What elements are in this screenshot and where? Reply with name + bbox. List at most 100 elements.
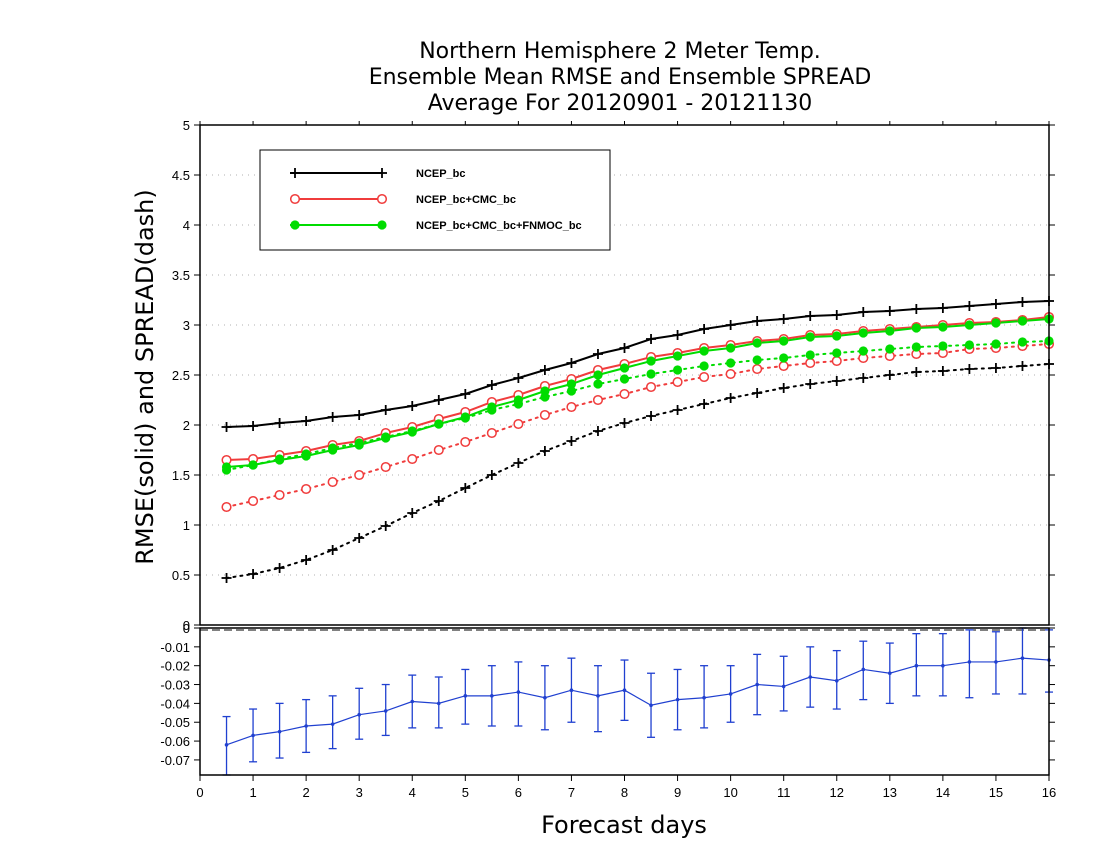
spread-point: [752, 388, 763, 398]
rmse-point: [433, 395, 444, 405]
spread-point: [885, 344, 895, 354]
spread-point: [513, 458, 524, 468]
difference-point: [436, 701, 441, 706]
y-tick-label: 1: [183, 518, 190, 533]
spread-point: [699, 371, 710, 383]
rmse-point: [274, 418, 285, 428]
rmse-point: [407, 427, 417, 437]
spread-point: [778, 360, 789, 372]
x-tick-label: 4: [409, 785, 416, 800]
spread-point: [778, 383, 789, 393]
spread-point: [592, 394, 604, 406]
legend-marker: [290, 168, 300, 178]
rmse-point: [592, 349, 603, 359]
spread-point: [752, 363, 763, 375]
rmse-point: [726, 343, 736, 353]
spread-point: [433, 496, 444, 506]
spread-point: [858, 373, 869, 383]
spread-point: [593, 379, 603, 389]
rmse-point: [354, 440, 364, 450]
y-tick-label: -0.07: [160, 753, 190, 768]
y-tick-label: 4: [183, 218, 190, 233]
spread-point: [619, 374, 630, 384]
y-tick-label: 0: [183, 618, 190, 633]
x-tick-label: 6: [515, 785, 522, 800]
difference-point: [781, 684, 786, 689]
rmse-point: [911, 304, 922, 314]
rmse-point: [858, 328, 868, 338]
spread-point: [646, 369, 656, 379]
spread-point: [938, 341, 948, 351]
legend-marker: [377, 220, 387, 230]
rmse-point: [248, 460, 258, 470]
rmse-point: [274, 455, 285, 465]
y-tick-label: -0.06: [160, 734, 190, 749]
spread-point: [805, 350, 815, 360]
spread-point: [354, 469, 365, 481]
spread-point: [991, 339, 1001, 349]
spread-point: [831, 376, 842, 386]
chart-title-line-3: Average For 20120901 - 20121130: [428, 91, 813, 116]
spread-point: [672, 376, 683, 388]
rmse-point: [964, 320, 975, 330]
spread-point: [301, 483, 312, 495]
spread-point: [725, 368, 736, 380]
spread-point: [539, 409, 550, 421]
spread-point: [858, 346, 868, 356]
rmse-point: [964, 301, 975, 311]
difference-point: [304, 724, 308, 728]
rmse-point: [301, 451, 311, 461]
rmse-point: [805, 332, 815, 342]
rmse-point: [460, 412, 470, 422]
difference-point: [357, 712, 361, 717]
spread-point: [248, 569, 259, 579]
spread-point: [964, 340, 975, 350]
spread-point: [646, 411, 657, 421]
difference-point: [649, 703, 653, 708]
y-tick-label: 5: [183, 118, 190, 133]
x-axis-label: Forecast days: [541, 811, 707, 839]
chart-title-line-2: Ensemble Mean RMSE and Ensemble SPREAD: [369, 65, 872, 90]
rmse-point: [221, 462, 232, 472]
rmse-point: [566, 358, 577, 368]
rmse-point: [937, 303, 948, 313]
rmse-point: [646, 356, 656, 366]
rmse-point: [513, 395, 523, 405]
difference-point: [330, 722, 335, 726]
rmse-point: [911, 323, 921, 333]
rmse-point: [672, 330, 683, 340]
rmse-point: [460, 389, 471, 399]
spread-point: [619, 418, 630, 428]
x-tick-label: 14: [936, 785, 950, 800]
rmse-point: [725, 320, 736, 330]
rmse-point: [301, 416, 312, 426]
rmse-point: [619, 343, 630, 353]
rmse-point: [486, 380, 497, 390]
spread-point: [513, 418, 524, 430]
spread-point: [832, 348, 842, 358]
rmse-point: [487, 402, 497, 412]
difference-point: [808, 675, 813, 679]
spread-point: [380, 521, 391, 531]
spread-point: [672, 405, 683, 415]
spread-point: [726, 358, 736, 368]
y-tick-label: 1.5: [172, 468, 190, 483]
rmse-point: [779, 336, 789, 346]
x-tick-label: 2: [303, 785, 310, 800]
x-tick-label: 3: [356, 785, 363, 800]
spread-point: [433, 444, 444, 456]
x-tick-label: 9: [674, 785, 681, 800]
difference-point: [834, 678, 839, 683]
x-tick-label: 1: [249, 785, 256, 800]
spread-point: [248, 495, 259, 507]
rmse-point: [1017, 316, 1028, 326]
rmse-point: [885, 326, 895, 336]
spread-point: [831, 355, 842, 367]
legend-marker: [289, 193, 301, 205]
rmse-point: [991, 318, 1001, 328]
rmse-point: [990, 299, 1001, 309]
spread-point: [407, 453, 418, 465]
spread-point: [327, 545, 338, 555]
y-tick-label: 2: [183, 418, 190, 433]
